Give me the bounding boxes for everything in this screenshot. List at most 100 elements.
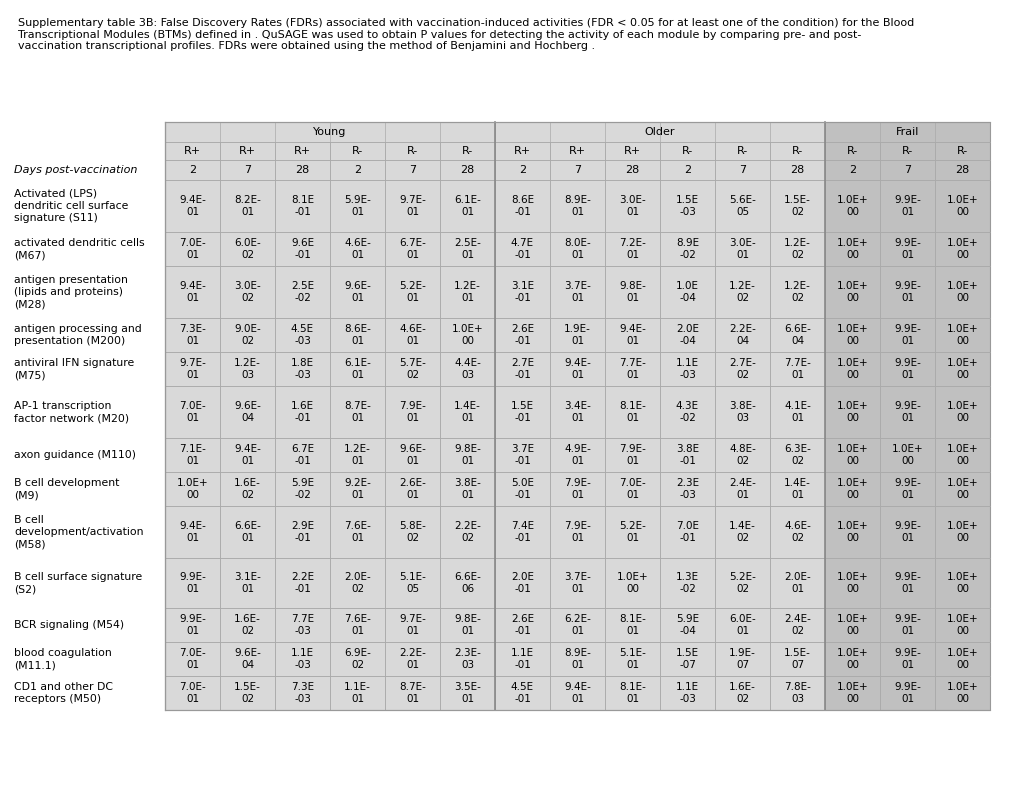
Text: 7.1E-
01: 7.1E- 01 (179, 444, 206, 466)
Text: 1.0E+
00: 1.0E+ 00 (946, 324, 977, 346)
Bar (439, 608, 494, 642)
Text: 1.0E+
00: 1.0E+ 00 (946, 614, 977, 636)
Text: 9.7E-
01: 9.7E- 01 (398, 614, 426, 636)
Text: 28: 28 (790, 165, 804, 175)
Bar (604, 318, 659, 352)
Bar (549, 318, 604, 352)
Text: 1.0E+
00: 1.0E+ 00 (836, 401, 867, 423)
Text: 8.1E-
01: 8.1E- 01 (619, 682, 645, 704)
Text: 4.9E-
01: 4.9E- 01 (564, 444, 590, 466)
Bar (165, 318, 220, 352)
Text: 2: 2 (189, 165, 196, 175)
Bar (220, 676, 275, 710)
Text: 9.4E-
01: 9.4E- 01 (564, 682, 590, 704)
Bar (879, 266, 934, 318)
Text: 1.0E+
00: 1.0E+ 00 (836, 324, 867, 346)
Bar (604, 352, 659, 386)
Bar (330, 352, 384, 386)
Bar (384, 142, 439, 160)
Text: 5.0E
-01: 5.0E -01 (511, 478, 534, 500)
Bar (604, 160, 659, 180)
Bar (494, 642, 549, 676)
Bar (714, 558, 769, 608)
Bar (824, 386, 879, 438)
Text: 6.3E-
02: 6.3E- 02 (784, 444, 810, 466)
Bar (604, 608, 659, 642)
Text: 1.0E+
00: 1.0E+ 00 (176, 478, 208, 500)
Text: 1.1E
-03: 1.1E -03 (676, 682, 698, 704)
Text: Older: Older (644, 127, 675, 137)
Text: 3.1E
-01: 3.1E -01 (511, 281, 534, 303)
Bar (494, 608, 549, 642)
Bar (879, 180, 934, 232)
Bar (604, 676, 659, 710)
Bar (769, 160, 824, 180)
Bar (714, 180, 769, 232)
Bar (275, 472, 330, 506)
Text: 5.8E-
02: 5.8E- 02 (398, 521, 426, 543)
Text: 6.6E-
04: 6.6E- 04 (784, 324, 810, 346)
Bar (659, 472, 714, 506)
Text: 1.1E
-03: 1.1E -03 (676, 359, 698, 380)
Text: 1.0E+
00: 1.0E+ 00 (946, 682, 977, 704)
Text: 9.9E-
01: 9.9E- 01 (894, 614, 920, 636)
Bar (549, 266, 604, 318)
Bar (879, 232, 934, 266)
Text: 9.9E-
01: 9.9E- 01 (179, 614, 206, 636)
Text: 9.4E-
01: 9.4E- 01 (179, 195, 206, 217)
Bar (10, 472, 165, 506)
Text: 7.0E
-01: 7.0E -01 (676, 521, 698, 543)
Text: 9.0E-
02: 9.0E- 02 (234, 324, 261, 346)
Bar (384, 438, 439, 472)
Text: R-: R- (407, 146, 418, 156)
Bar (934, 180, 989, 232)
Bar (934, 438, 989, 472)
Text: 7.6E-
01: 7.6E- 01 (343, 614, 371, 636)
Bar (10, 608, 165, 642)
Text: 9.9E-
01: 9.9E- 01 (894, 572, 920, 594)
Text: 8.7E-
01: 8.7E- 01 (343, 401, 371, 423)
Text: R+: R+ (238, 146, 256, 156)
Bar (439, 676, 494, 710)
Text: 1.0E+
00: 1.0E+ 00 (946, 572, 977, 594)
Bar (384, 642, 439, 676)
Text: 7: 7 (738, 165, 745, 175)
Text: 1.0E+
00: 1.0E+ 00 (836, 281, 867, 303)
Bar (165, 352, 220, 386)
Bar (604, 386, 659, 438)
Bar (659, 142, 714, 160)
Text: 9.9E-
01: 9.9E- 01 (894, 649, 920, 670)
Text: 6.7E
-01: 6.7E -01 (290, 444, 314, 466)
Text: 8.0E-
01: 8.0E- 01 (564, 238, 590, 260)
Bar (220, 608, 275, 642)
Text: 5.2E-
01: 5.2E- 01 (619, 521, 645, 543)
Bar (604, 266, 659, 318)
Bar (659, 180, 714, 232)
Bar (494, 318, 549, 352)
Text: 9.8E-
01: 9.8E- 01 (453, 444, 481, 466)
Text: 6.7E-
01: 6.7E- 01 (398, 238, 426, 260)
Text: 2: 2 (354, 165, 361, 175)
Bar (165, 472, 220, 506)
Text: 7.3E-
01: 7.3E- 01 (179, 324, 206, 346)
Text: 4.6E-
01: 4.6E- 01 (398, 324, 426, 346)
Text: 6.0E-
02: 6.0E- 02 (234, 238, 261, 260)
Bar (659, 608, 714, 642)
Bar (10, 232, 165, 266)
Bar (824, 352, 879, 386)
Text: 1.0E+
00: 1.0E+ 00 (946, 401, 977, 423)
Bar (220, 318, 275, 352)
Bar (384, 318, 439, 352)
Text: 1.2E-
02: 1.2E- 02 (729, 281, 755, 303)
Text: 6.1E-
01: 6.1E- 01 (453, 195, 481, 217)
Text: BCR signaling (M54): BCR signaling (M54) (14, 620, 124, 630)
Bar (275, 676, 330, 710)
Text: 1.5E-
02: 1.5E- 02 (784, 195, 810, 217)
Text: 1.0E
-04: 1.0E -04 (676, 281, 698, 303)
Bar (769, 318, 824, 352)
Bar (659, 676, 714, 710)
Bar (220, 438, 275, 472)
Bar (824, 506, 879, 558)
Text: 8.9E-
01: 8.9E- 01 (564, 649, 590, 670)
Bar (934, 472, 989, 506)
